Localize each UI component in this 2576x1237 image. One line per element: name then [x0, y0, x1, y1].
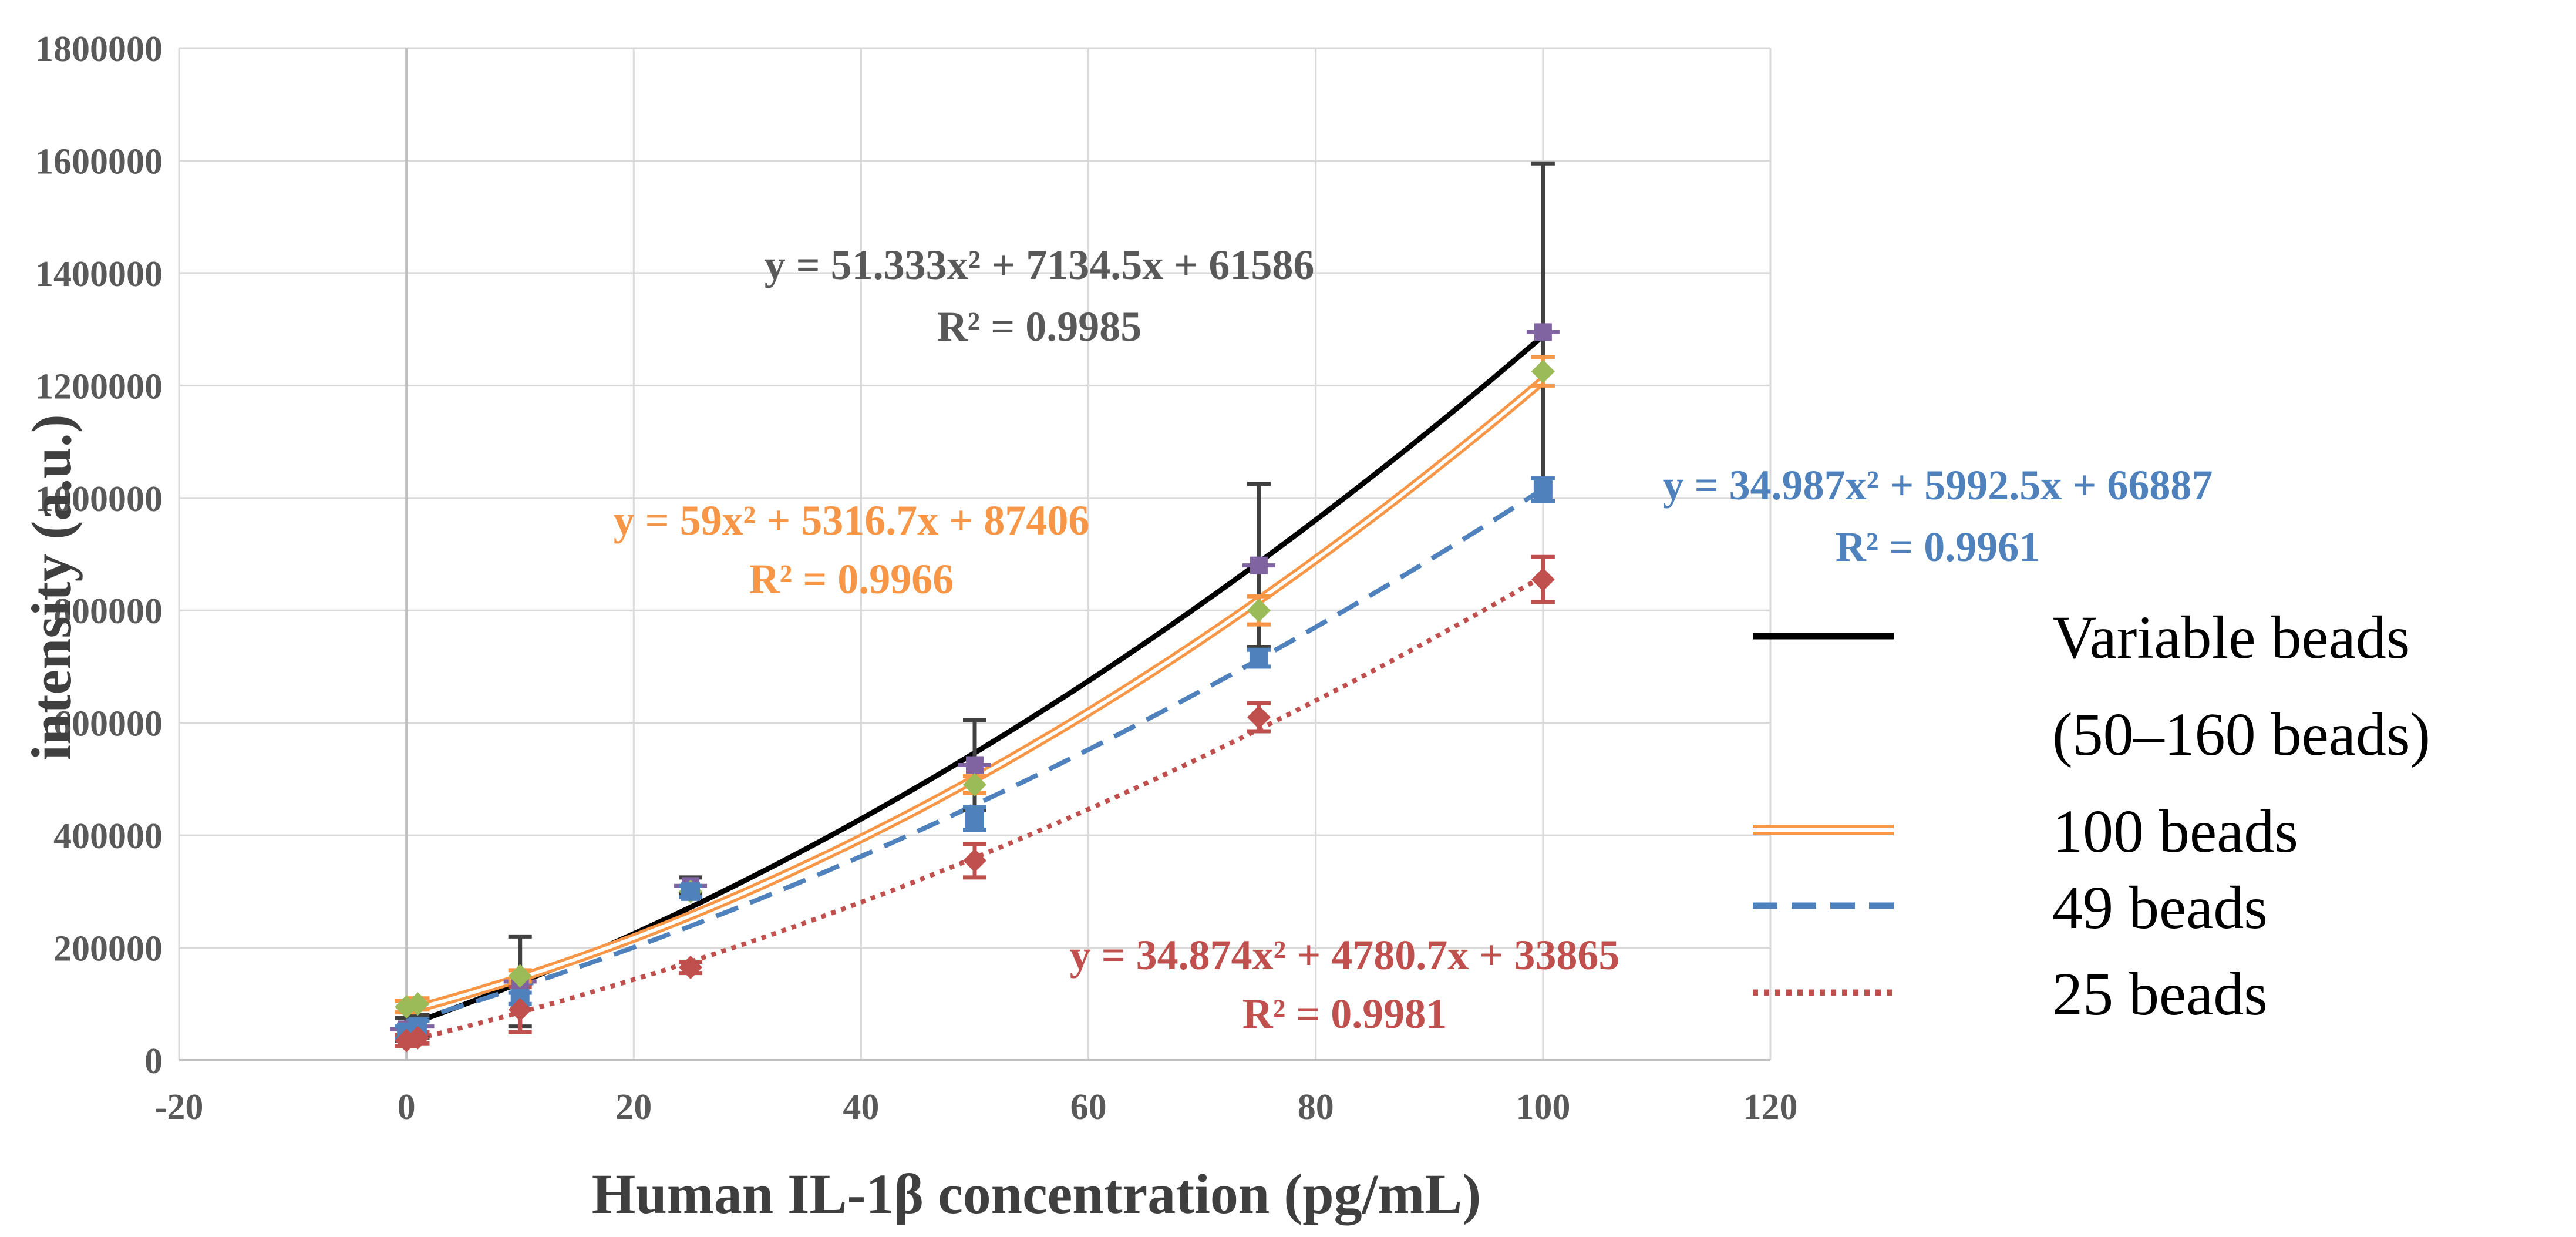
y-tick-label: 1000000 — [35, 479, 163, 519]
data-point — [679, 956, 703, 980]
data-point — [1250, 556, 1268, 574]
data-point — [1249, 648, 1268, 668]
data-point — [1531, 359, 1555, 384]
equation-label: y = 34.874x² + 4780.7x + 33865 — [1070, 932, 1620, 979]
data-point — [1534, 323, 1552, 341]
data-point — [508, 997, 532, 1021]
y-tick-label: 600000 — [53, 704, 163, 744]
equation-label: y = 34.987x² + 5992.5x + 66887 — [1663, 462, 2213, 509]
grid-lines — [178, 47, 1772, 1061]
x-tick-label: 120 — [1743, 1087, 1798, 1127]
y-tick-label: 0 — [144, 1041, 163, 1081]
data-point — [406, 992, 430, 1016]
data-point — [965, 809, 984, 828]
fit-curve-25-beads — [406, 574, 1544, 1044]
data-point — [963, 849, 986, 873]
data-point — [406, 1026, 430, 1050]
data-point — [1533, 480, 1553, 499]
x-tick-label: 20 — [615, 1087, 652, 1127]
y-tick-label: 800000 — [53, 591, 163, 631]
y-tick-label: 1800000 — [35, 29, 163, 69]
data-point — [681, 882, 701, 901]
data-point — [508, 964, 532, 988]
y-tick-label: 400000 — [53, 816, 163, 856]
legend-label: Variable beads — [2052, 604, 2410, 671]
x-tick-label: 100 — [1516, 1087, 1570, 1127]
error-bars — [390, 161, 1560, 1048]
x-tick-label: 0 — [398, 1087, 416, 1127]
y-axis-title: intensity (a.u.) — [20, 414, 83, 760]
x-axis-title: Human IL-1β concentration (pg/mL) — [592, 1162, 1481, 1225]
data-point — [966, 756, 984, 774]
r-squared-label: R² = 0.9961 — [1836, 523, 2040, 570]
equation-label: y = 51.333x² + 7134.5x + 61586 — [765, 241, 1315, 288]
legend-label: 25 beads — [2052, 960, 2268, 1028]
y-tick-label: 1600000 — [35, 142, 163, 181]
data-points — [395, 323, 1555, 1053]
legend: Variable beads (50–160 beads) 100 beads 49 … — [1753, 604, 2430, 1028]
fit-curve-49-beads — [405, 487, 1545, 1025]
equation-label: y = 59x² + 5316.7x + 87406 — [614, 497, 1090, 544]
y-tick-label: 1400000 — [35, 254, 163, 294]
r-squared-label: R² = 0.9985 — [937, 303, 1142, 350]
data-point — [963, 772, 986, 796]
fit-curve-variable-beads — [405, 334, 1545, 1028]
r-squared-label: R² = 0.9981 — [1242, 990, 1447, 1037]
r-squared-label: R² = 0.9966 — [749, 556, 954, 603]
data-point — [1247, 599, 1271, 623]
legend-label-line2: (50–160 beads) — [2052, 701, 2430, 768]
data-point — [1531, 567, 1555, 591]
legend-label: 100 beads — [2052, 798, 2298, 865]
x-tick-label: -20 — [155, 1087, 204, 1127]
x-tick-label: 40 — [843, 1087, 879, 1127]
x-tick-label: 60 — [1070, 1087, 1107, 1127]
axes: 0 200000 400000 600000 800000 1000000 1200000 1… — [35, 29, 1798, 1127]
legend-label: 49 beads — [2052, 874, 2268, 942]
data-point — [1247, 705, 1271, 730]
y-tick-label: 1200000 — [35, 367, 163, 406]
x-tick-label: 80 — [1298, 1087, 1334, 1127]
equation-labels: y = 51.333x² + 7134.5x + 61586 R² = 0.998… — [614, 241, 2213, 1037]
y-tick-label: 200000 — [53, 929, 163, 969]
